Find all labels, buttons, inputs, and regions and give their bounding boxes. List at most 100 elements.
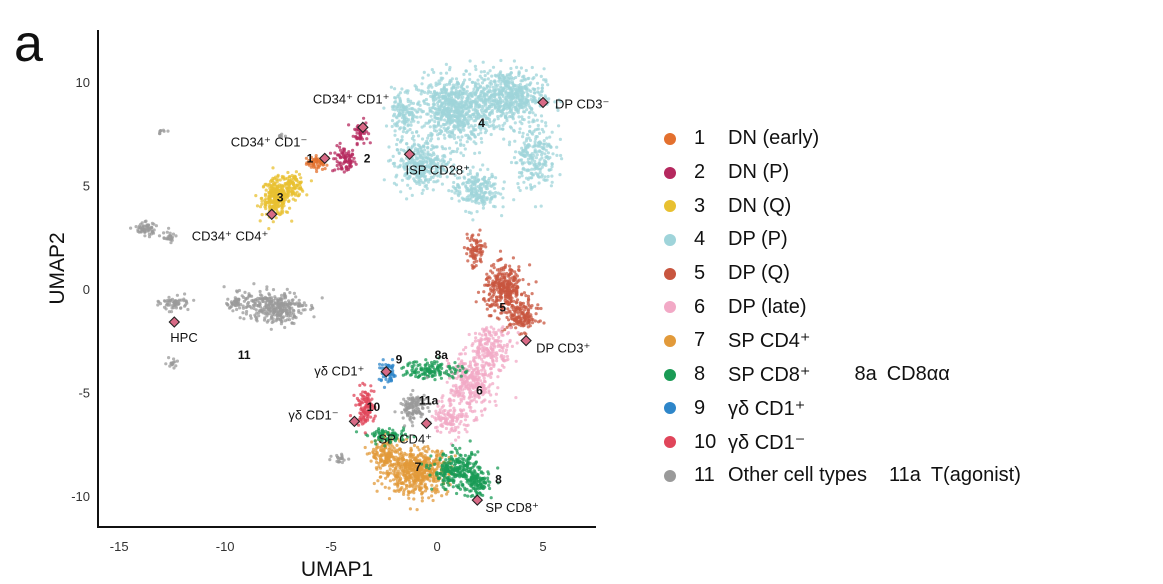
cell-point — [460, 359, 464, 363]
cell-point — [542, 78, 546, 82]
cell-point — [473, 64, 477, 68]
cell-point — [481, 163, 485, 167]
cell-point — [372, 481, 376, 486]
cell-point — [469, 105, 473, 109]
cell-point — [389, 471, 393, 475]
cell-point — [443, 408, 447, 413]
cell-point — [537, 127, 541, 131]
cell-point — [452, 133, 456, 137]
cell-point — [440, 182, 444, 186]
cell-point — [440, 399, 444, 404]
cell-point — [420, 82, 424, 86]
cell-point — [431, 106, 435, 110]
cell-point — [542, 139, 546, 143]
cell-point — [397, 151, 401, 155]
cell-point — [398, 91, 402, 95]
cell-point — [528, 138, 533, 142]
cell-point — [555, 153, 559, 157]
cell-point — [514, 150, 518, 154]
cell-point — [486, 178, 490, 183]
cell-point — [542, 130, 546, 134]
cell-point — [458, 392, 462, 396]
cell-point — [517, 268, 521, 272]
cell-point — [550, 180, 554, 184]
cell-point — [474, 460, 478, 464]
cell-point — [406, 183, 410, 187]
cell-point — [396, 476, 400, 480]
cell-point — [388, 464, 392, 468]
cell-point — [470, 191, 474, 195]
cell-point — [441, 122, 445, 127]
cell-point — [469, 236, 474, 240]
cell-point — [398, 114, 402, 118]
cell-point — [342, 149, 346, 153]
cell-point — [485, 187, 489, 191]
cell-point — [540, 153, 544, 157]
cell-point — [367, 451, 372, 455]
cell-point — [542, 321, 546, 325]
cell-point — [410, 476, 414, 480]
cell-point — [461, 82, 465, 86]
cell-point — [530, 176, 534, 180]
cell-point — [496, 117, 500, 121]
cell-point — [436, 179, 440, 183]
cell-point — [458, 128, 462, 132]
cell-point — [500, 333, 504, 337]
cell-point — [491, 358, 495, 362]
cell-point — [402, 126, 406, 130]
cell-point — [547, 142, 551, 146]
cell-point — [540, 173, 544, 177]
cell-point — [532, 162, 537, 166]
cell-point — [527, 115, 531, 119]
cell-point — [420, 156, 424, 160]
cell-point — [458, 401, 462, 406]
cell-point — [403, 149, 407, 154]
cell-point — [475, 239, 479, 243]
cell-point — [512, 299, 516, 303]
cell-point — [495, 359, 499, 363]
cell-point — [472, 127, 476, 132]
cell-point — [421, 109, 425, 114]
cell-point — [498, 249, 503, 253]
cell-point — [527, 321, 531, 325]
cell-point — [550, 165, 554, 169]
cell-point — [540, 83, 545, 87]
cell-point — [421, 474, 425, 478]
cell-point — [508, 288, 512, 292]
cell-point — [263, 201, 267, 205]
cell-point — [539, 306, 543, 311]
cell-point — [473, 105, 477, 109]
cell-point — [489, 366, 493, 371]
cell-point — [384, 124, 389, 128]
cell-point — [458, 176, 462, 180]
cell-point — [415, 110, 419, 114]
cell-point — [464, 69, 468, 73]
cell-point — [465, 89, 469, 93]
cell-point — [522, 161, 526, 165]
cell-point — [543, 175, 547, 179]
cell-point — [489, 375, 493, 379]
cell-point — [468, 254, 472, 258]
cell-point — [507, 80, 511, 84]
cell-point — [398, 140, 403, 144]
cell-point — [475, 244, 479, 248]
cell-point — [538, 150, 542, 154]
cell-point — [420, 168, 424, 172]
cell-point — [534, 100, 538, 104]
cell-point — [499, 114, 503, 118]
cell-point — [472, 486, 476, 491]
cell-point — [509, 110, 514, 114]
cell-point — [458, 100, 462, 104]
cell-point — [515, 290, 519, 294]
cell-point — [483, 191, 487, 195]
cell-point — [471, 165, 475, 169]
cell-point — [526, 308, 531, 312]
cell-point — [454, 94, 458, 98]
cell-point — [510, 269, 514, 273]
cell-point — [448, 430, 452, 434]
cell-point — [456, 135, 460, 139]
cell-point — [438, 131, 443, 136]
cell-point — [525, 151, 530, 155]
cell-point — [400, 135, 404, 139]
cell-point — [405, 105, 409, 109]
